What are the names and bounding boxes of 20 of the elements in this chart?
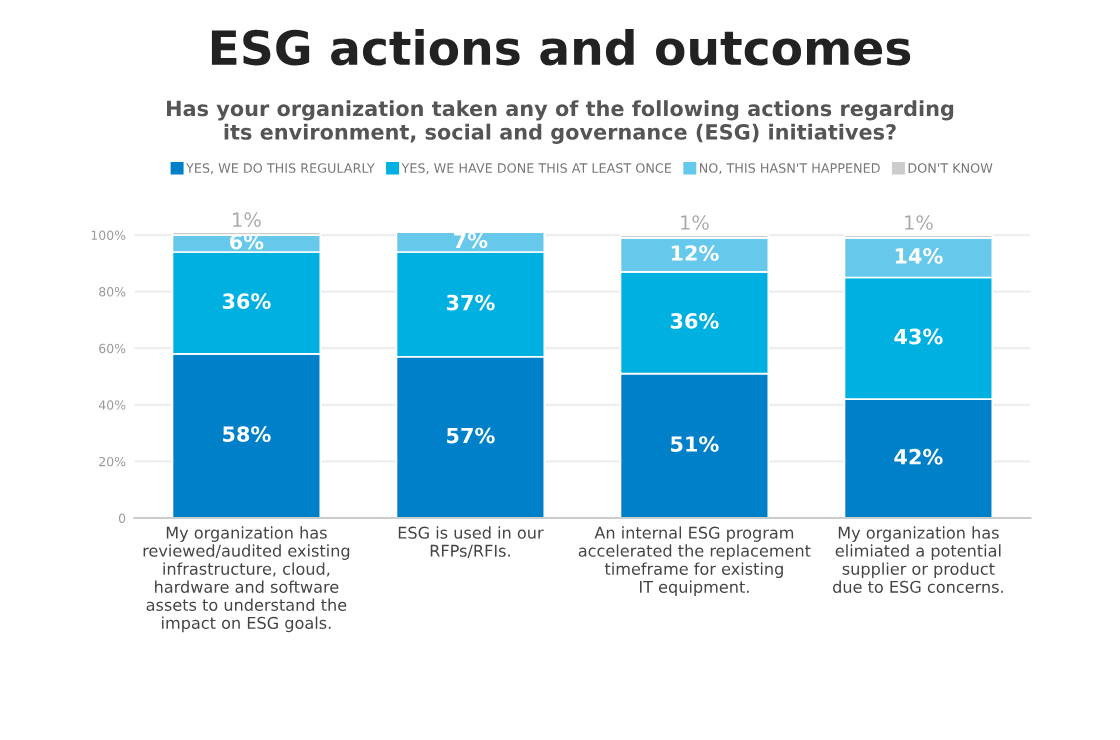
- x-tick-label: My organization has elimiated a potential supplier or product due to ESG concerns.: [833, 526, 1003, 593]
- chart-subtitle: Has your organization taken any of the following actions regarding its environment, social and governance (ESG) initiatives?: [167, 100, 954, 145]
- data-label: 57%: [447, 427, 495, 444]
- data-label: 42%: [894, 448, 943, 465]
- data-label: 51%: [671, 436, 719, 452]
- x-tick-label: My organization has reviewed/audited existing infrastructure, cloud, hardware and software assets to understand the impact on ESG goals.: [143, 526, 350, 633]
- data-label: 1%: [233, 212, 261, 228]
- data-label: 36%: [670, 313, 719, 329]
- data-label: 14%: [895, 247, 943, 264]
- data-label: 1%: [905, 215, 933, 230]
- data-label: 36%: [222, 293, 271, 310]
- x-tick-label: ESG is used in our RFPs/RFIs.: [398, 526, 544, 559]
- data-label: 58%: [223, 426, 271, 442]
- data-label: 7%: [454, 232, 488, 249]
- chart-title: ESG actions and outcomes: [211, 28, 911, 66]
- data-label: 43%: [894, 328, 943, 345]
- data-label: 12%: [671, 245, 719, 261]
- x-tick-label: An internal ESG program accelerated the replacement timeframe for existing IT equipment.: [578, 526, 811, 597]
- data-label: 37%: [446, 294, 495, 311]
- data-label: 1%: [681, 215, 709, 230]
